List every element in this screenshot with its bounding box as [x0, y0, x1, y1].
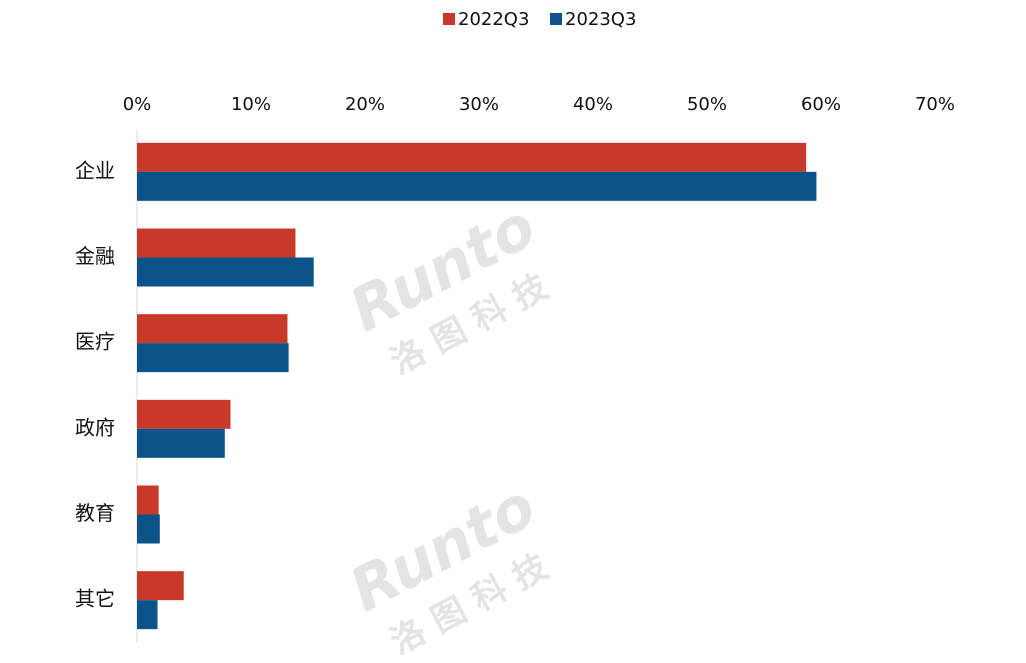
bar	[137, 142, 807, 172]
legend-label: 2022Q3	[458, 9, 529, 30]
watermark: Runto 洛图科技	[339, 471, 565, 663]
bar	[137, 600, 158, 630]
watermark: Runto 洛图科技	[339, 191, 565, 383]
bar	[137, 171, 817, 201]
bar	[137, 228, 296, 258]
bar	[137, 343, 289, 373]
x-tick-label: 20%	[345, 94, 385, 115]
legend-swatch	[550, 13, 562, 25]
bar	[137, 485, 159, 515]
bar	[137, 257, 314, 287]
y-tick-label: 金融	[75, 244, 115, 268]
legend-label: 2023Q3	[565, 9, 636, 30]
x-tick-label: 50%	[687, 94, 727, 115]
x-tick-label: 10%	[231, 94, 271, 115]
bar	[137, 428, 225, 458]
x-tick-label: 70%	[915, 94, 955, 115]
bar	[137, 314, 288, 344]
x-tick-label: 40%	[573, 94, 613, 115]
y-tick-label: 企业	[75, 158, 115, 182]
bar	[137, 399, 231, 429]
y-tick-label: 其它	[75, 587, 115, 611]
x-tick-label: 0%	[123, 94, 152, 115]
y-tick-label: 教育	[75, 501, 115, 525]
y-tick-label: 医疗	[75, 330, 115, 354]
legend-swatch	[443, 13, 455, 25]
bar	[137, 571, 184, 601]
x-tick-label: 60%	[801, 94, 841, 115]
bar	[137, 514, 160, 544]
x-tick-label: 30%	[459, 94, 499, 115]
y-tick-label: 政府	[75, 415, 115, 439]
